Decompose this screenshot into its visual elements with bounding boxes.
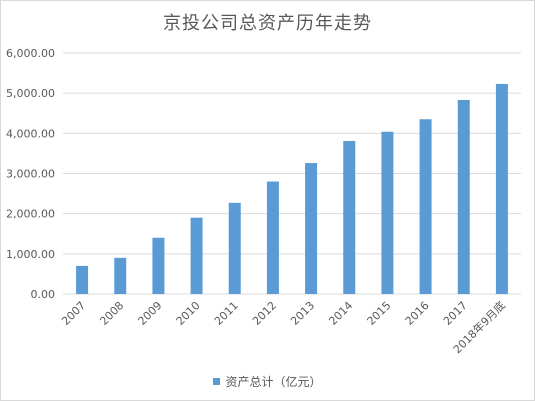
legend-label: 资产总计（亿元） (225, 375, 322, 389)
bar (228, 202, 241, 294)
y-tick-label: 3,000.00 (6, 168, 55, 181)
y-tick-label: 4,000.00 (6, 127, 55, 140)
bar (190, 217, 203, 294)
x-tick-label: 2009 (136, 299, 165, 328)
x-tick-label: 2017 (441, 299, 470, 328)
bar (305, 163, 318, 294)
x-tick-label: 2010 (174, 299, 203, 328)
bar (114, 257, 127, 294)
x-tick-label: 2012 (250, 299, 279, 328)
bar (343, 140, 356, 294)
bar (419, 119, 432, 295)
x-tick-label: 2007 (59, 299, 88, 328)
legend: 资产总计（亿元） (1, 373, 534, 390)
x-tick-label: 2016 (403, 299, 432, 328)
x-tick-label: 2013 (288, 299, 317, 328)
y-tick-label: 6,000.00 (6, 47, 55, 60)
y-tick-label: 2,000.00 (6, 208, 55, 221)
x-tick-label: 2015 (365, 299, 394, 328)
bar (457, 99, 470, 295)
legend-swatch (213, 378, 221, 385)
bar (495, 83, 508, 294)
x-tick-label: 2008 (97, 299, 126, 328)
x-tick-label: 2011 (212, 299, 241, 328)
x-tick-label: 2014 (326, 299, 355, 328)
bar (266, 181, 279, 294)
chart-title: 京投公司总资产历年走势 (163, 13, 372, 34)
y-tick-label: 0.00 (31, 288, 56, 301)
y-tick-label: 1,000.00 (6, 248, 55, 261)
y-tick-label: 5,000.00 (6, 87, 55, 100)
bar (152, 237, 165, 294)
bar (381, 131, 394, 294)
bar (76, 265, 89, 294)
